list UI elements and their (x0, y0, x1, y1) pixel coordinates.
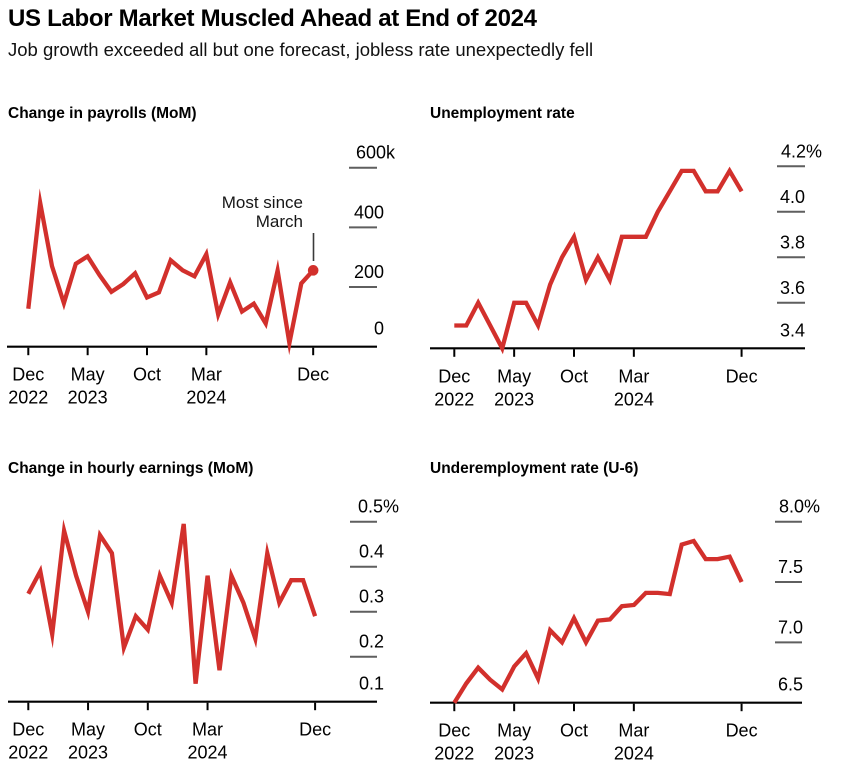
y-tick-label: 0 (374, 319, 384, 339)
y-tick-label: 0.2 (359, 632, 384, 652)
page-subtitle: Job growth exceeded all but one forecast… (8, 39, 594, 60)
x-tick-label: 2024 (614, 744, 654, 764)
x-tick-label: Mar (618, 721, 649, 741)
x-tick-label: Dec (726, 366, 758, 386)
x-tick-label: Dec (726, 721, 758, 741)
y-tick-label: 4.2% (781, 141, 822, 161)
series-line (452, 538, 744, 704)
unemployment-chart: 4.2% 4.0 3.8 3.6 3.4 Dec 2022 May 2023 Oct Mar 2024… (430, 141, 822, 409)
x-tick-label: Oct (560, 366, 588, 386)
x-tick-label: May (497, 721, 531, 741)
x-tick-label: May (497, 366, 531, 386)
x-tick-label: Mar (618, 366, 649, 386)
x-tick-label: Mar (191, 365, 222, 385)
x-tick-label: Oct (134, 720, 162, 740)
x-tick-label: 2024 (188, 743, 228, 763)
chart-title-earnings: Change in hourly earnings (MoM) (8, 460, 254, 477)
series-line (454, 166, 744, 355)
x-tick-label: Dec (12, 365, 44, 385)
y-tick-label: 8.0% (779, 497, 820, 517)
u6-chart: 8.0% 7.5 7.0 6.5 Dec 2022 May 2023 Oct Mar 2024 Dec (430, 497, 820, 764)
chart-title-u6: Underemployment rate (U-6) (430, 460, 639, 477)
x-tick-label: Dec (299, 720, 331, 740)
x-tick-label: Dec (12, 720, 44, 740)
x-tick-label: Dec (438, 366, 470, 386)
y-tick-label: 3.6 (780, 278, 805, 298)
y-tick-label: 3.8 (780, 232, 805, 252)
x-tick-label: 2024 (614, 389, 654, 409)
y-tick-label: 0.3 (359, 587, 384, 607)
y-tick-label: 7.5 (778, 557, 803, 577)
y-tick-label: 400 (354, 202, 384, 222)
series-line (26, 188, 315, 356)
payrolls-chart: 600k 400 200 0 Dec 2022 May 2023 Oct Mar 2024 Dec Mo… (7, 143, 396, 408)
x-tick-label: 2023 (494, 389, 534, 409)
series-line (26, 519, 318, 684)
x-tick-label: 2023 (494, 744, 534, 764)
y-tick-label: 7.0 (778, 617, 803, 637)
x-tick-label: 2023 (68, 388, 108, 408)
x-tick-label: Oct (133, 365, 161, 385)
x-tick-label: 2022 (8, 388, 48, 408)
y-tick-label: 0.1 (359, 674, 384, 694)
annotation-text: March (256, 212, 303, 231)
x-tick-label: May (71, 365, 105, 385)
annotation-text: Most since (222, 193, 303, 212)
page-title: US Labor Market Muscled Ahead at End of … (8, 5, 537, 32)
x-tick-label: 2022 (8, 743, 48, 763)
y-tick-label: 0.5% (358, 497, 399, 517)
chart-title-unemployment: Unemployment rate (430, 105, 575, 122)
x-tick-label: 2023 (68, 743, 108, 763)
y-tick-label: 0.4 (359, 542, 384, 562)
x-tick-label: 2024 (186, 388, 226, 408)
x-tick-label: 2022 (434, 744, 474, 764)
x-tick-label: Mar (192, 720, 223, 740)
y-tick-label: 4.0 (780, 187, 805, 207)
x-tick-label: 2022 (434, 389, 474, 409)
y-tick-label: 3.4 (780, 320, 805, 340)
earnings-chart: 0.5% 0.4 0.3 0.2 0.1 Dec 2022 May 2023 Oct Mar 2024… (8, 497, 399, 763)
y-tick-label: 6.5 (778, 675, 803, 695)
x-tick-label: Dec (297, 365, 329, 385)
y-tick-label: 600k (356, 143, 396, 163)
y-tick-label: 200 (354, 262, 384, 282)
x-tick-label: Dec (438, 721, 470, 741)
series-end-dot (307, 265, 319, 276)
x-tick-label: Oct (560, 721, 588, 741)
x-tick-label: May (71, 720, 105, 740)
chart-title-payrolls: Change in payrolls (MoM) (8, 105, 197, 122)
